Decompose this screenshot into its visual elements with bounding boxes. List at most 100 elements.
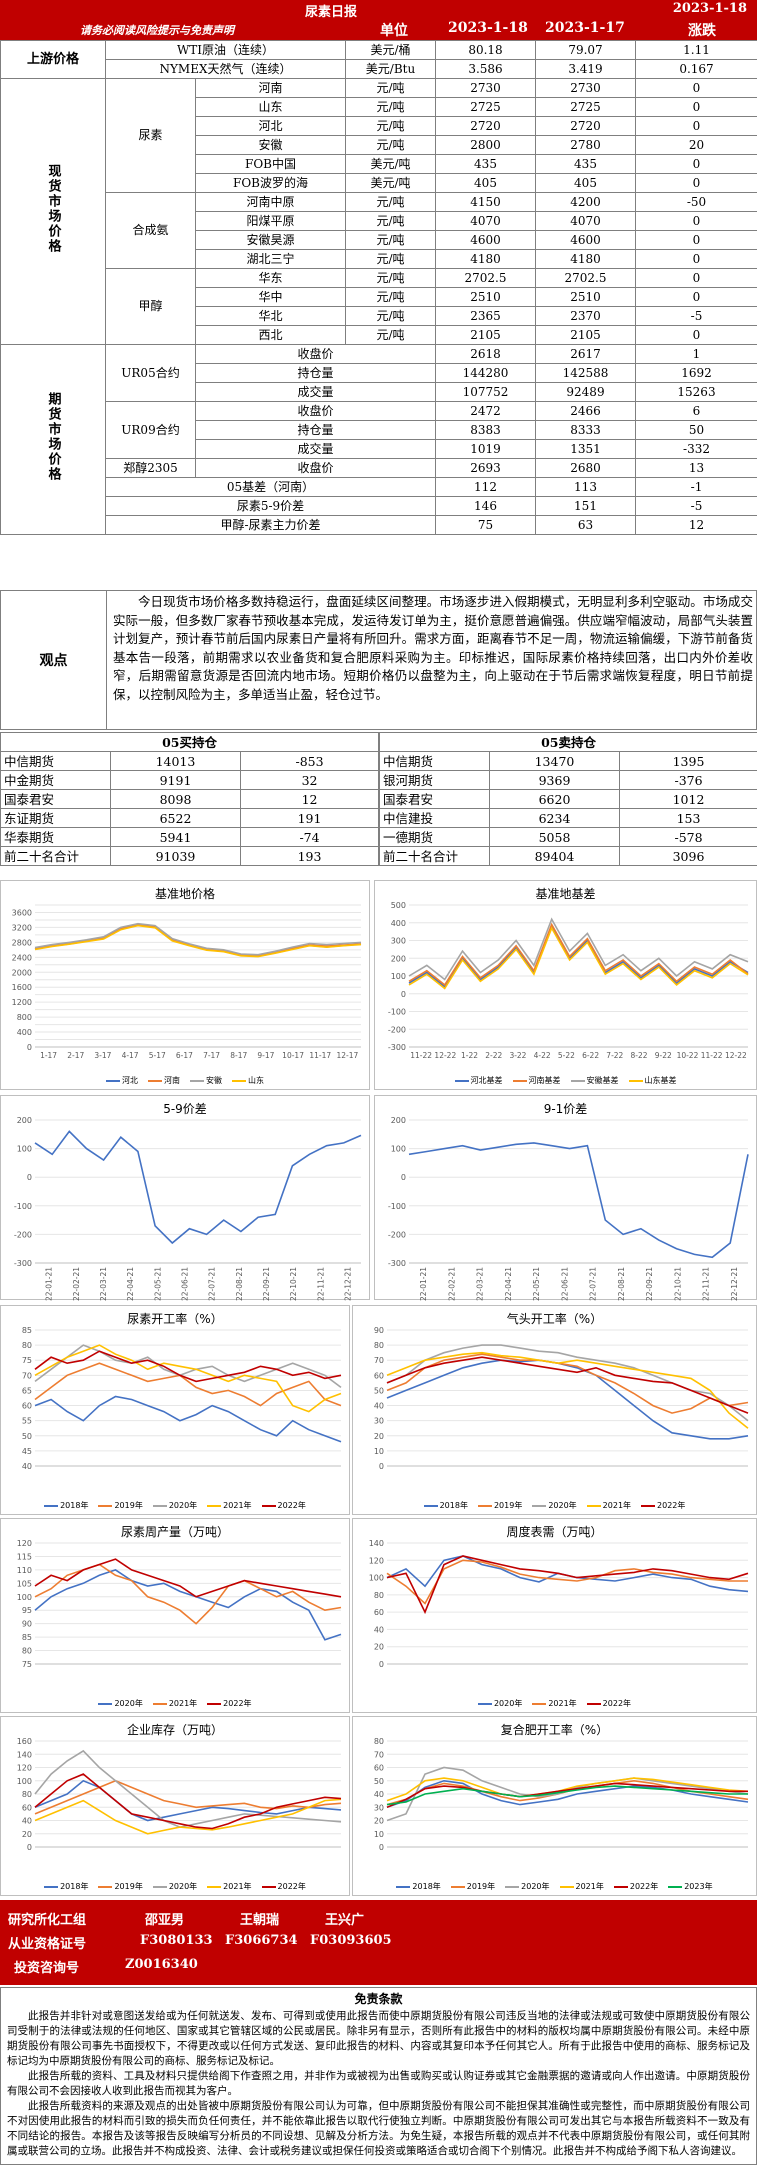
y-tick-label: 110 xyxy=(17,1566,32,1575)
y-tick-label: 85 xyxy=(22,1326,32,1335)
legend-swatch xyxy=(152,1504,167,1507)
legend-label: 2021年 xyxy=(168,1699,198,1708)
legend-swatch xyxy=(148,1079,162,1082)
value-date2: 2730 xyxy=(535,78,636,98)
legend-label: 2018年 xyxy=(439,1501,468,1510)
series-line xyxy=(386,1785,748,1806)
group-label: 郑醇2305 xyxy=(105,458,196,478)
legend-swatch xyxy=(396,1885,411,1888)
value-date1: 144280 xyxy=(435,363,536,383)
legend-swatch xyxy=(152,1702,167,1705)
position-value: 6234 xyxy=(489,808,620,828)
legend-label: 2021年 xyxy=(575,1882,604,1891)
x-tick-label: 2022-06-21 xyxy=(180,1267,189,1301)
legend-label: 2018年 xyxy=(412,1882,441,1891)
value-date1: 2510 xyxy=(435,287,536,307)
item-name: 华东 xyxy=(195,268,346,288)
contact-cert-label: 从业资格证号 xyxy=(8,1937,87,1952)
x-tick-label: 10-17 xyxy=(282,1051,304,1060)
y-tick-label: 20 xyxy=(374,1817,384,1826)
y-tick-label: 0 xyxy=(379,1462,384,1471)
table-row: 持仓量 8383 8333 50 xyxy=(1,420,757,440)
series-line xyxy=(386,1782,748,1809)
x-tick-label: 2022-05-21 xyxy=(532,1267,541,1301)
x-tick-label: 2022-07-21 xyxy=(589,1267,598,1301)
chart-legend: 2018年 2019年 2020年 2021年 2022年 xyxy=(1,1500,349,1511)
legend-swatch xyxy=(261,1885,276,1888)
x-tick-label: 2022-12-21 xyxy=(343,1267,352,1301)
x-tick-label: 9-22 xyxy=(655,1051,672,1060)
item-unit: 元/吨 xyxy=(345,192,436,212)
item-name: 收盘价 xyxy=(195,401,436,421)
x-tick-label: 11-22 xyxy=(410,1051,432,1060)
legend-swatch xyxy=(190,1079,204,1082)
legend-label: 2022年 xyxy=(602,1699,632,1708)
disclaimer-paragraph: 此报告所载的资料、工具及材料只提供给阁下作查照之用，并非作为或被视为出售或购买或… xyxy=(7,2070,750,2097)
y-tick-label: 100 xyxy=(369,1574,384,1583)
value-date2: 2720 xyxy=(535,116,636,136)
legend-swatch xyxy=(207,1702,222,1705)
legend-label: 2019年 xyxy=(466,1882,496,1891)
item-unit: 元/吨 xyxy=(345,135,436,155)
legend-item: 2020年 xyxy=(152,1501,197,1510)
chart-c7: 尿素周产量（万吨） 75 80 85 90 95 100 105 110 115 120 2020年 2… xyxy=(0,1518,350,1713)
x-tick-label: 2022-04-21 xyxy=(504,1267,513,1301)
position-change: 32 xyxy=(239,770,380,790)
disclaimer-paragraph: 此报告所载资料的来源及观点的出处皆被中原期货股份有限公司认为可靠，但中原期货股份… xyxy=(7,2100,750,2157)
item-unit: 元/吨 xyxy=(345,116,436,136)
legend-label: 2022年 xyxy=(629,1882,659,1891)
item-name: 尿素5-9价差 xyxy=(105,496,436,516)
value-date1: 2105 xyxy=(435,325,536,345)
chart-legend: 2018年 2019年 2020年 2021年 2022年 xyxy=(1,1881,349,1892)
y-tick-label: 0 xyxy=(401,1173,406,1182)
value-date2: 4600 xyxy=(535,230,636,250)
table-row: 合成氨 河南中原 元/吨 4150 4200 -50 xyxy=(1,192,757,269)
contact-analyst-2: 王朝瑞 xyxy=(240,1913,280,1928)
table-header-row: 05卖持仓 xyxy=(378,732,757,752)
value-date2: 151 xyxy=(535,496,636,516)
value-change: 1.11 xyxy=(635,40,757,60)
y-tick-label: 100 xyxy=(17,1593,32,1602)
item-name: 河南中原 xyxy=(195,192,346,212)
y-tick-label: 200 xyxy=(17,1116,32,1125)
series-line xyxy=(34,1773,342,1830)
y-tick-label: 2000 xyxy=(12,968,32,977)
y-tick-label: 105 xyxy=(17,1579,32,1588)
legend-item: 2021年 xyxy=(559,1882,604,1891)
item-name: NYMEX天然气（连续） xyxy=(105,59,346,79)
item-unit: 元/吨 xyxy=(345,287,436,307)
legend-swatch xyxy=(98,1885,113,1888)
value-date2: 2510 xyxy=(535,287,636,307)
legend-label: 安徽 xyxy=(206,1076,222,1085)
value-date2: 2680 xyxy=(535,458,636,478)
value-change: -50 xyxy=(635,192,757,212)
series-line xyxy=(34,1344,342,1389)
disclaimer-section: 免责条款 此报告并非针对或意图送发给或为任何就送发、发布、可得到或使用此报告而使… xyxy=(0,1987,757,2165)
y-tick-label: 3200 xyxy=(12,923,32,932)
legend-label: 2022年 xyxy=(223,1699,252,1708)
y-tick-label: -200 xyxy=(14,1230,32,1239)
value-change: 0 xyxy=(635,325,757,345)
series-line xyxy=(386,1779,749,1809)
y-tick-label: 85 xyxy=(22,1633,32,1642)
legend-label: 河南 xyxy=(164,1076,180,1085)
value-date2: 79.07 xyxy=(535,40,636,60)
position-change: 3096 xyxy=(618,846,757,866)
sell-positions-table: 05卖持仓 中信期货 13470 1395 银河期货 9369 -376 国泰君安 6620 10… xyxy=(378,732,757,866)
y-tick-label: 800 xyxy=(17,1013,32,1022)
legend-item: 山东 xyxy=(232,1076,264,1085)
legend-swatch xyxy=(261,1504,276,1507)
chart-canvas: 75 80 85 90 95 100 105 110 115 120 xyxy=(17,1539,342,1669)
value-change: 12 xyxy=(635,515,757,535)
legend-item: 2022年 xyxy=(613,1882,659,1891)
y-tick-label: 0 xyxy=(401,990,406,999)
position-value: 6522 xyxy=(110,808,241,828)
report-date: 2023-1-18 xyxy=(672,1,747,16)
value-date2: 113 xyxy=(535,477,636,497)
item-name: 河南 xyxy=(195,78,346,98)
value-change: 0 xyxy=(635,287,757,307)
col-change: 涨跌 xyxy=(688,23,716,39)
value-date2: 435 xyxy=(535,154,636,174)
x-tick-label: 8-22 xyxy=(631,1051,648,1060)
legend-label: 河南基差 xyxy=(528,1076,561,1085)
